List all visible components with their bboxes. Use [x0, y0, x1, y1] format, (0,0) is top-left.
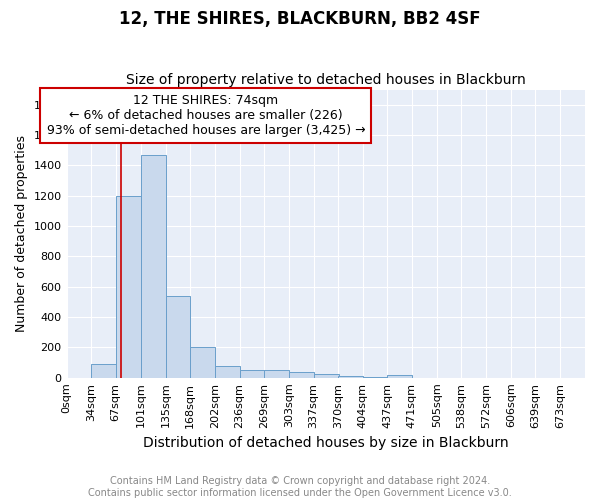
Text: Contains HM Land Registry data © Crown copyright and database right 2024.
Contai: Contains HM Land Registry data © Crown c… [88, 476, 512, 498]
Text: 12, THE SHIRES, BLACKBURN, BB2 4SF: 12, THE SHIRES, BLACKBURN, BB2 4SF [119, 10, 481, 28]
Bar [215, 366, 239, 378]
Bar [314, 374, 338, 378]
Text: 12 THE SHIRES: 74sqm
← 6% of detached houses are smaller (226)
93% of semi-detac: 12 THE SHIRES: 74sqm ← 6% of detached ho… [47, 94, 365, 137]
Bar [338, 376, 363, 378]
Bar [239, 370, 265, 378]
Bar [140, 155, 166, 378]
Bar [387, 375, 412, 378]
Bar [363, 377, 388, 378]
Bar [166, 296, 190, 378]
Bar [289, 372, 314, 378]
Y-axis label: Number of detached properties: Number of detached properties [15, 135, 28, 332]
Title: Size of property relative to detached houses in Blackburn: Size of property relative to detached ho… [126, 73, 526, 87]
Bar [264, 370, 289, 378]
X-axis label: Distribution of detached houses by size in Blackburn: Distribution of detached houses by size … [143, 436, 509, 450]
Bar [190, 346, 215, 378]
Bar [116, 196, 140, 378]
Bar [91, 364, 116, 378]
